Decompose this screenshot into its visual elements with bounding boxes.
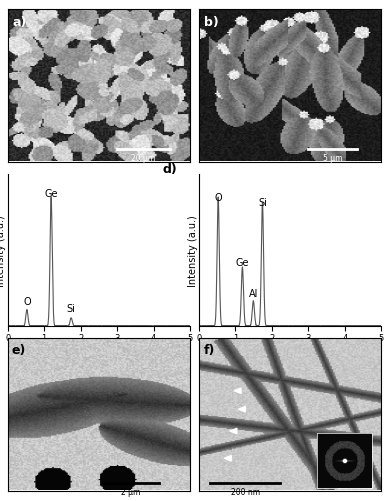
Text: Ge: Ge bbox=[236, 258, 249, 267]
Text: 2 μm: 2 μm bbox=[121, 486, 141, 495]
Text: 5 μm: 5 μm bbox=[323, 154, 342, 163]
Polygon shape bbox=[224, 455, 231, 461]
Text: a): a) bbox=[12, 16, 27, 29]
Text: e): e) bbox=[12, 343, 26, 356]
Text: Si: Si bbox=[67, 304, 75, 314]
Text: O: O bbox=[214, 193, 222, 203]
Y-axis label: Intensity (a.u.): Intensity (a.u.) bbox=[187, 215, 198, 286]
Polygon shape bbox=[238, 407, 245, 412]
Text: Si: Si bbox=[258, 198, 267, 208]
Text: 20 μm: 20 μm bbox=[131, 154, 155, 163]
X-axis label: Energy (keV): Energy (keV) bbox=[67, 343, 130, 353]
Text: Ge: Ge bbox=[44, 189, 58, 199]
X-axis label: Energy (keV): Energy (keV) bbox=[259, 343, 322, 353]
Polygon shape bbox=[234, 388, 241, 394]
Text: 200 nm: 200 nm bbox=[231, 486, 260, 495]
Text: O: O bbox=[23, 296, 31, 306]
Polygon shape bbox=[230, 428, 237, 434]
Text: b): b) bbox=[203, 16, 218, 29]
Text: Al: Al bbox=[249, 288, 258, 298]
Text: f): f) bbox=[203, 343, 215, 356]
Text: d): d) bbox=[163, 162, 177, 175]
Y-axis label: Intensity (a.u.): Intensity (a.u.) bbox=[0, 215, 6, 286]
